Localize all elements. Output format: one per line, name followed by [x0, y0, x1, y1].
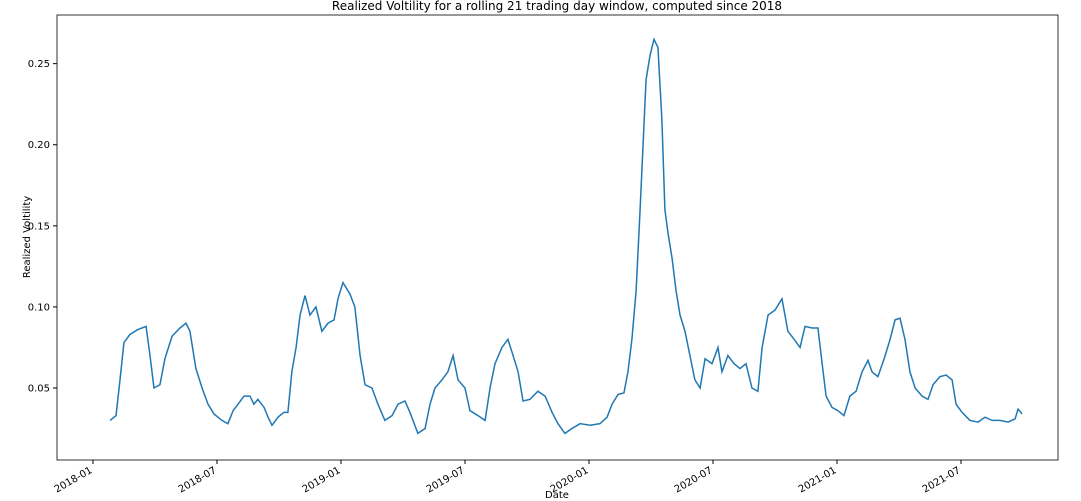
y-tick-label: 0.25	[28, 59, 50, 70]
x-tick-label: 2020-01	[549, 465, 591, 495]
plot-frame	[56, 14, 1059, 461]
chart-title: Realized Voltility for a rolling 21 trad…	[332, 0, 782, 13]
x-axis-label: Date	[545, 490, 569, 501]
y-tick-label: 0.05	[28, 383, 50, 394]
y-tick-label: 0.10	[28, 302, 50, 313]
y-axis-label: Realized Voltility	[22, 196, 33, 278]
y-tick-label: 0.20	[28, 140, 50, 151]
line-series	[109, 37, 1023, 435]
x-tick-label: 2020-07	[673, 465, 715, 495]
x-tick-label: 2019-07	[425, 465, 467, 495]
x-tick-label: 2018-07	[177, 465, 219, 495]
x-tick-label: 2021-01	[797, 465, 839, 495]
x-tick-label: 2018-01	[53, 465, 95, 495]
y-tick-label: 0.15	[28, 221, 50, 232]
x-tick-label: 2021-07	[921, 465, 963, 495]
x-tick-label: 2019-01	[301, 465, 343, 495]
